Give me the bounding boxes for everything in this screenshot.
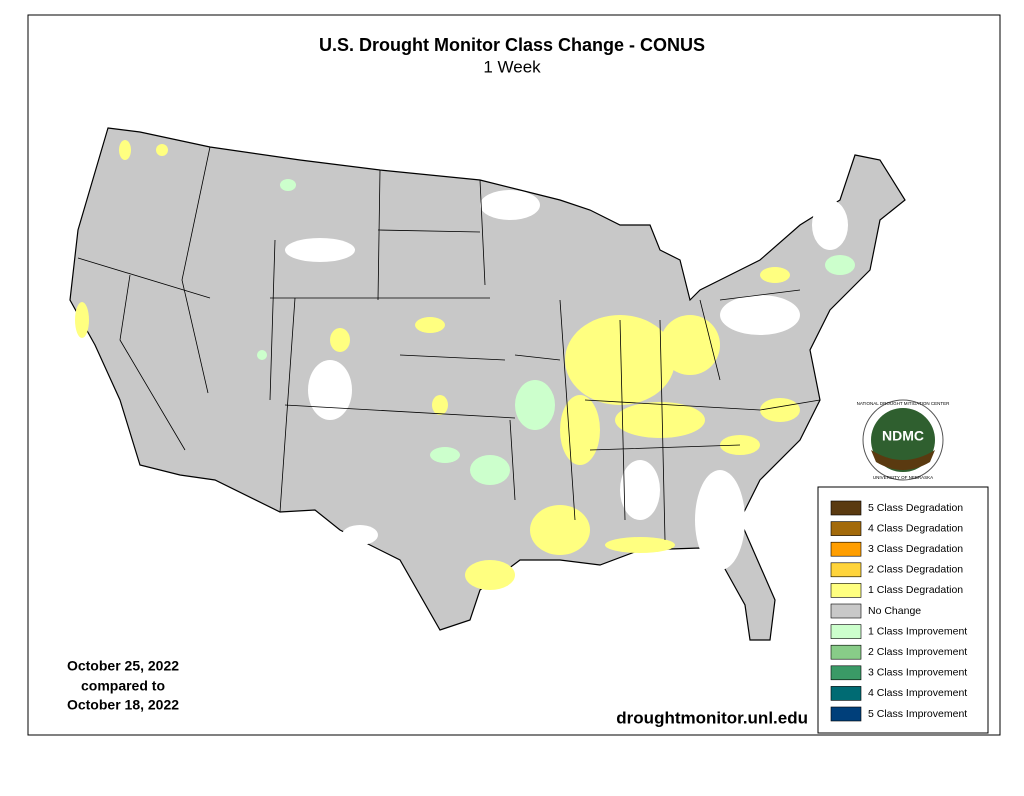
legend-swatch	[830, 644, 862, 660]
legend-swatch	[830, 583, 862, 598]
legend-label: 1 Class Degradation	[868, 584, 963, 596]
date: October 18, 2022	[67, 697, 179, 713]
date: compared to	[81, 678, 165, 694]
logo-name: NDMC	[882, 428, 924, 444]
legend-label: 1 Class Improvement	[868, 625, 967, 637]
improvement-areas	[257, 179, 855, 485]
legend-swatch	[830, 624, 862, 639]
legend-label: 4 Class Improvement	[868, 687, 967, 699]
legend-swatch	[830, 603, 862, 619]
legend-label: 4 Class Degradation	[868, 522, 963, 534]
state-lines	[77, 146, 821, 541]
logo-top: NATIONAL DROUGHT MITIGATION CENTER	[857, 401, 951, 406]
title: U.S. Drought Monitor Class Change - CONU…	[319, 35, 705, 55]
legend-label: 3 Class Improvement	[868, 667, 967, 679]
legend-swatch	[830, 541, 862, 557]
logo: NDMC NATIONAL DROUGHT MITIGATION CENTER …	[857, 399, 951, 481]
legend-swatch	[830, 665, 862, 681]
legend-label: 2 Class Improvement	[868, 646, 967, 658]
legend-swatch	[830, 562, 862, 578]
logo-bottom: UNIVERSITY OF NEBRASKA	[873, 475, 933, 480]
legend-swatch	[830, 686, 862, 701]
date: October 25, 2022	[67, 658, 179, 674]
legend-label: 5 Class Improvement	[868, 708, 967, 720]
legend-swatch	[830, 706, 862, 722]
degradation-areas	[75, 140, 800, 590]
website: droughtmonitor.unl.edu	[616, 708, 808, 727]
legend-swatch	[830, 500, 862, 516]
legend-label: 3 Class Degradation	[868, 543, 963, 555]
legend-label: 5 Class Degradation	[868, 502, 963, 514]
legend-swatch	[830, 521, 862, 536]
legend-label: 2 Class Degradation	[868, 564, 963, 576]
map	[69, 127, 906, 641]
legend: 5 Class Degradation 4 Class Degradation 3 …	[830, 500, 967, 722]
legend-label: No Change	[868, 605, 921, 617]
blank-areas	[285, 190, 848, 570]
subtitle: 1 Week	[483, 57, 541, 76]
